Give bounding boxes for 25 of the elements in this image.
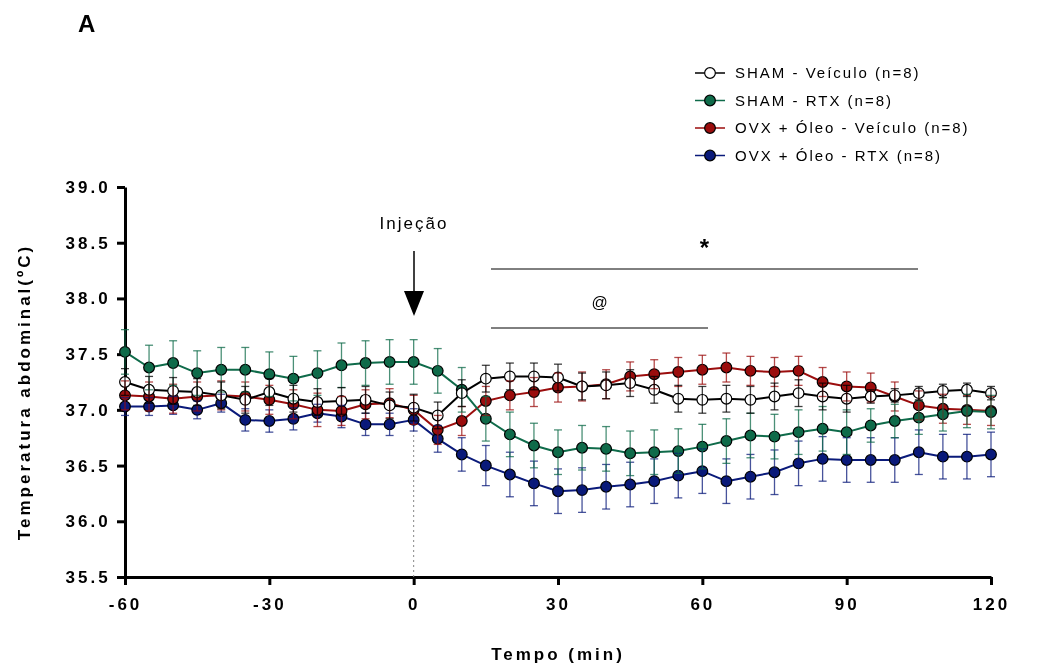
legend-label: SHAM - RTX (n=8) [735, 91, 893, 109]
x-tick-label: 0 [407, 595, 421, 615]
x-tick-label: -60 [108, 595, 143, 615]
annotation: Injeção [379, 214, 449, 233]
annotation: * [699, 234, 710, 261]
y-tick-label: 36.0 [65, 512, 111, 532]
x-tick-label: 120 [972, 595, 1011, 615]
legend-label: SHAM - Veículo (n=8) [735, 64, 921, 81]
x-tick-label: -30 [253, 595, 287, 615]
x-tick-label: 90 [834, 595, 860, 615]
annotation: @ [591, 294, 608, 311]
y-tick-label: 38.0 [65, 289, 111, 309]
y-tick-label: 38.5 [65, 233, 111, 253]
y-tick-label: 37.5 [65, 345, 111, 365]
y-tick-label: 36.5 [65, 456, 111, 476]
x-tick-label: 30 [546, 595, 571, 615]
y-axis-title: Temperatura abdominal(ºC) [15, 243, 34, 541]
text: A [78, 10, 96, 37]
x-tick-label: 60 [690, 595, 716, 615]
legend-label: OVX + Óleo - Veículo (n=8) [735, 119, 970, 136]
y-tick-label: 39.0 [65, 177, 111, 197]
legend-label: OVX + Óleo - RTX (n=8) [735, 146, 943, 164]
y-tick-label: 37.0 [65, 400, 111, 420]
y-tick-label: 35.5 [65, 567, 111, 587]
x-axis-title: Tempo (min) [491, 645, 625, 664]
